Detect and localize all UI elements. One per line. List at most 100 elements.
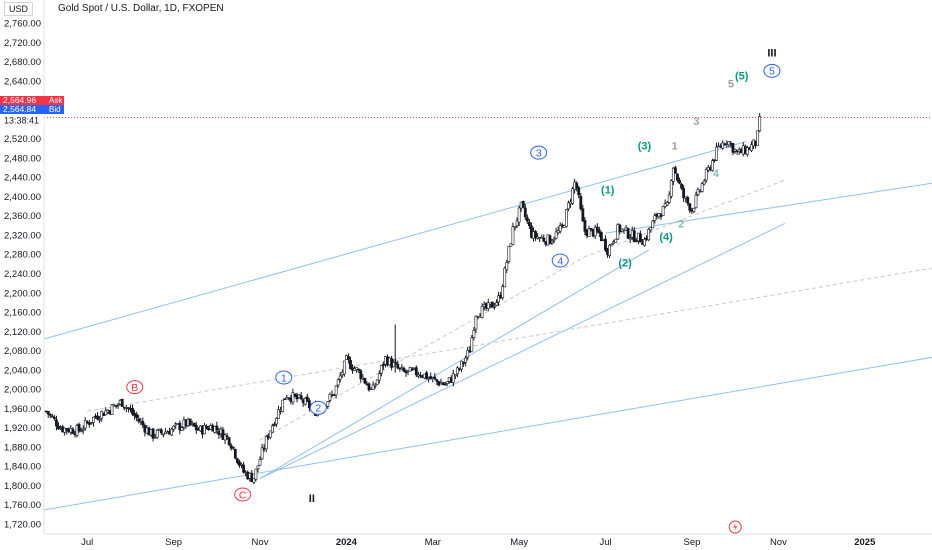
x-tick-label: Mar <box>425 537 441 548</box>
candle-body <box>579 196 583 210</box>
candle-body <box>425 372 428 380</box>
candle-body <box>517 207 521 223</box>
candle-body <box>665 202 669 206</box>
candle-body <box>731 143 735 153</box>
candle-body <box>534 231 537 238</box>
wave-label: C <box>239 489 247 501</box>
x-tick-label: May <box>510 537 528 548</box>
wave-label: III <box>767 48 776 60</box>
candle-body <box>525 217 529 222</box>
candle-body <box>336 379 340 386</box>
wave-label: (1) <box>601 185 615 197</box>
candle-body <box>540 236 544 239</box>
y-tick-label: 2,680.00 <box>4 57 41 68</box>
candle-body <box>501 286 505 299</box>
y-tick-label: 2,440.00 <box>4 173 41 184</box>
wave-label: (5) <box>735 71 749 83</box>
candle-body <box>608 244 611 256</box>
price-axis[interactable]: 1,720.00 1,760.00 1,800.00 1,840.00 1,880.00… <box>0 0 45 550</box>
x-tick-label: Jul <box>600 537 612 548</box>
candle-body <box>626 228 630 239</box>
candle-body <box>604 238 607 251</box>
candle-body <box>513 226 517 228</box>
y-tick-label: 2,400.00 <box>4 192 41 203</box>
y-tick-label: 2,320.00 <box>4 230 41 241</box>
candle-body <box>466 350 470 358</box>
wave-label-circle <box>530 145 548 160</box>
wave-label-circle <box>551 253 569 268</box>
candle-body <box>410 368 414 371</box>
candle-body <box>277 409 280 419</box>
y-tick-label: 2,720.00 <box>4 38 41 49</box>
time-axis[interactable]: JulSepNov2024MarMayJulSepNov2025Mar <box>44 533 932 548</box>
wave-label: 3 <box>693 116 699 128</box>
candle-body <box>550 240 554 244</box>
bid-tag-label: Bid <box>49 105 61 114</box>
candle-body <box>507 246 511 262</box>
candle-body <box>127 407 130 410</box>
candle-body <box>114 405 118 407</box>
price-axis-background <box>0 0 44 550</box>
candle-body <box>414 367 418 376</box>
candle-body <box>464 357 468 363</box>
candle-body <box>250 472 254 482</box>
candle-body <box>223 434 227 441</box>
candle-body <box>480 305 484 318</box>
x-tick-label: Jul <box>81 537 93 548</box>
candle-body <box>548 235 552 245</box>
candle-body <box>676 173 679 181</box>
candle-body <box>268 430 272 438</box>
candle-body <box>661 205 665 216</box>
candle-body <box>347 355 350 360</box>
candle-body <box>305 396 309 402</box>
candle-body <box>634 240 638 243</box>
candle-body <box>589 227 593 230</box>
wave-label: 1 <box>281 372 287 384</box>
candle-body <box>252 478 256 483</box>
candle-body <box>281 399 285 412</box>
candle-body <box>299 395 303 400</box>
y-tick-label: 1,800.00 <box>4 481 41 492</box>
candle-body <box>396 363 400 369</box>
candle-body <box>180 427 184 431</box>
candle-body <box>135 414 139 418</box>
y-tick-label: 2,280.00 <box>4 250 41 261</box>
x-tick-label: Nov <box>252 537 269 548</box>
candle-body <box>643 238 646 246</box>
currency-label[interactable]: USD <box>4 2 34 16</box>
candle-body <box>453 374 457 377</box>
candle-body <box>273 424 276 426</box>
candle-body <box>258 459 262 466</box>
x-tick-label: Sep <box>684 537 701 548</box>
bid-tag-value: 2,564.84 <box>3 104 36 114</box>
candle-body <box>225 435 229 438</box>
candle-body <box>651 220 655 229</box>
candle-body <box>704 169 708 181</box>
candle-body <box>77 424 81 432</box>
candle-body <box>233 449 237 459</box>
candle-body <box>141 421 145 426</box>
wave-label-circle <box>126 380 144 395</box>
candle-body <box>48 414 52 416</box>
y-tick-label: 2,760.00 <box>4 19 41 30</box>
wave-label-circle <box>275 370 293 385</box>
candle-body <box>460 360 463 370</box>
candle-body <box>377 373 381 381</box>
candle-body <box>527 222 531 226</box>
candle-body <box>85 421 89 424</box>
y-tick-label: 1,920.00 <box>4 423 41 434</box>
candle-body <box>71 428 75 434</box>
candle-body <box>554 231 558 239</box>
candle-body <box>334 385 338 396</box>
candle-body <box>116 404 120 406</box>
candle-body <box>87 422 91 425</box>
candle-body <box>495 302 498 306</box>
candle-body <box>52 417 56 419</box>
timer-background <box>0 115 44 126</box>
candle-body <box>505 262 509 270</box>
candles <box>44 113 762 485</box>
candle-body <box>511 226 515 245</box>
candle-body <box>291 392 295 403</box>
